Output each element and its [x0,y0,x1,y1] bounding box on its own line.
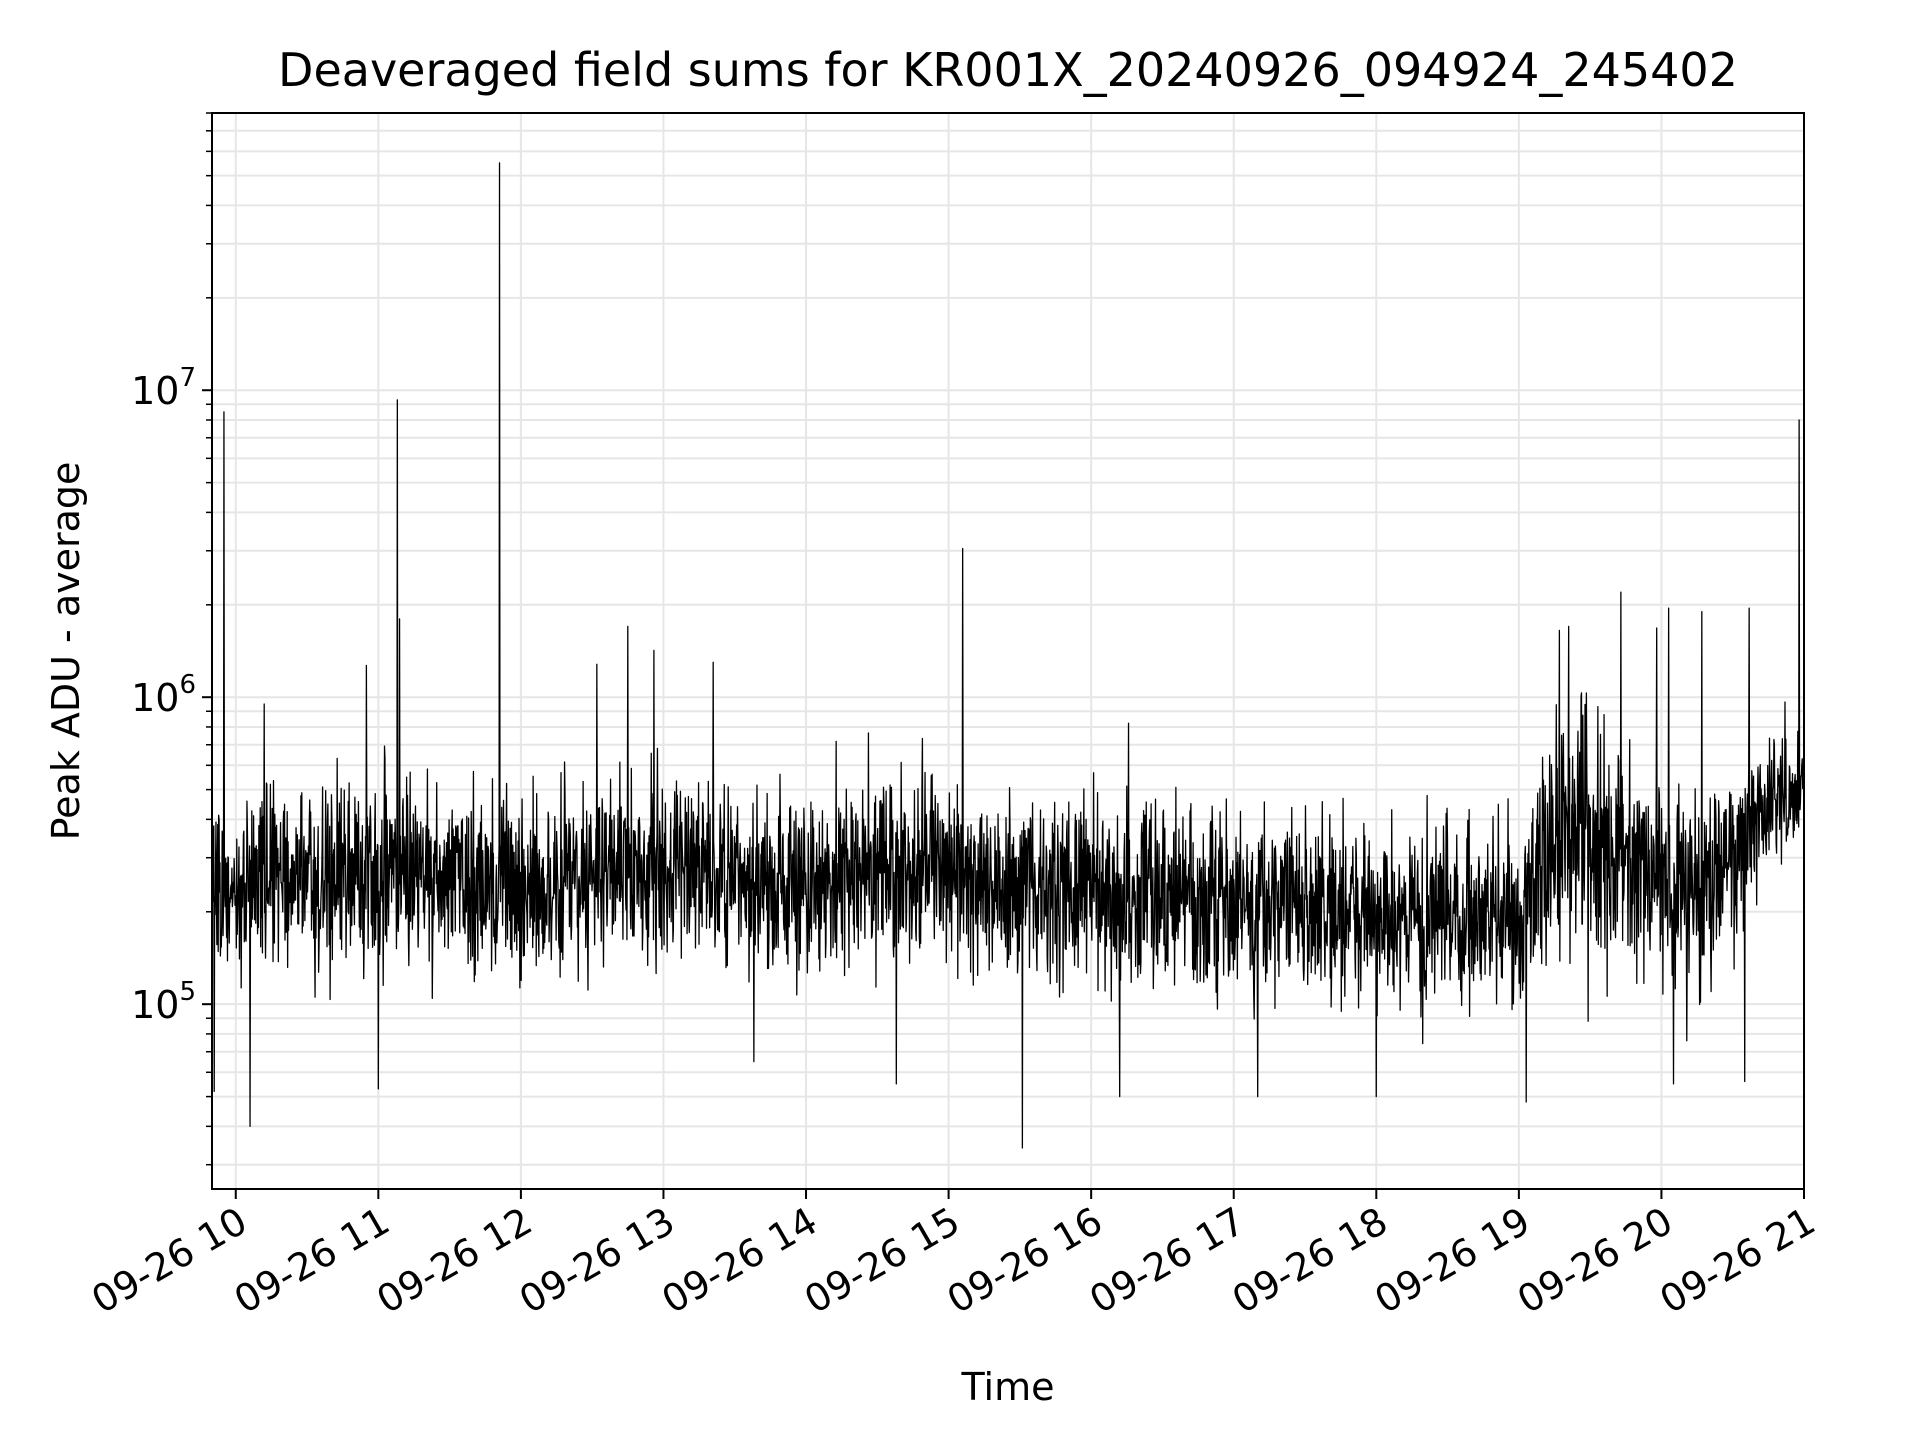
grid [212,112,1805,1189]
x-tick-label: 09-26 19 [1367,1199,1537,1323]
y-tick-label: 105 [131,977,196,1027]
y-tick-label: 107 [131,363,196,413]
x-tick-label: 09-26 12 [369,1199,539,1323]
x-tick-label: 09-26 18 [1225,1199,1395,1323]
chart-title: Deaveraged field sums for KR001X_2024092… [278,43,1738,97]
x-tick-label: 09-26 10 [84,1199,254,1323]
data-series [211,162,1805,1149]
x-tick-label: 09-26 17 [1082,1199,1252,1323]
plot-frame [211,112,1805,1190]
axis-ticks [202,112,1805,1199]
y-axis-label: Peak ADU - average [44,462,88,841]
x-axis-label: Time [961,1365,1055,1409]
x-tick-label: 09-26 16 [940,1199,1110,1323]
series-line [211,162,1805,1149]
x-tick-label: 09-26 11 [227,1199,397,1323]
x-tick-label: 09-26 14 [655,1199,825,1323]
y-tick-label: 106 [131,670,196,720]
x-tick-label: 09-26 13 [512,1199,682,1323]
x-tick-label: 09-26 20 [1510,1199,1680,1323]
x-tick-label: 09-26 15 [797,1199,967,1323]
x-tick-label: 09-26 21 [1653,1199,1823,1323]
y-tick-labels: 105 106 107 [131,363,196,1027]
